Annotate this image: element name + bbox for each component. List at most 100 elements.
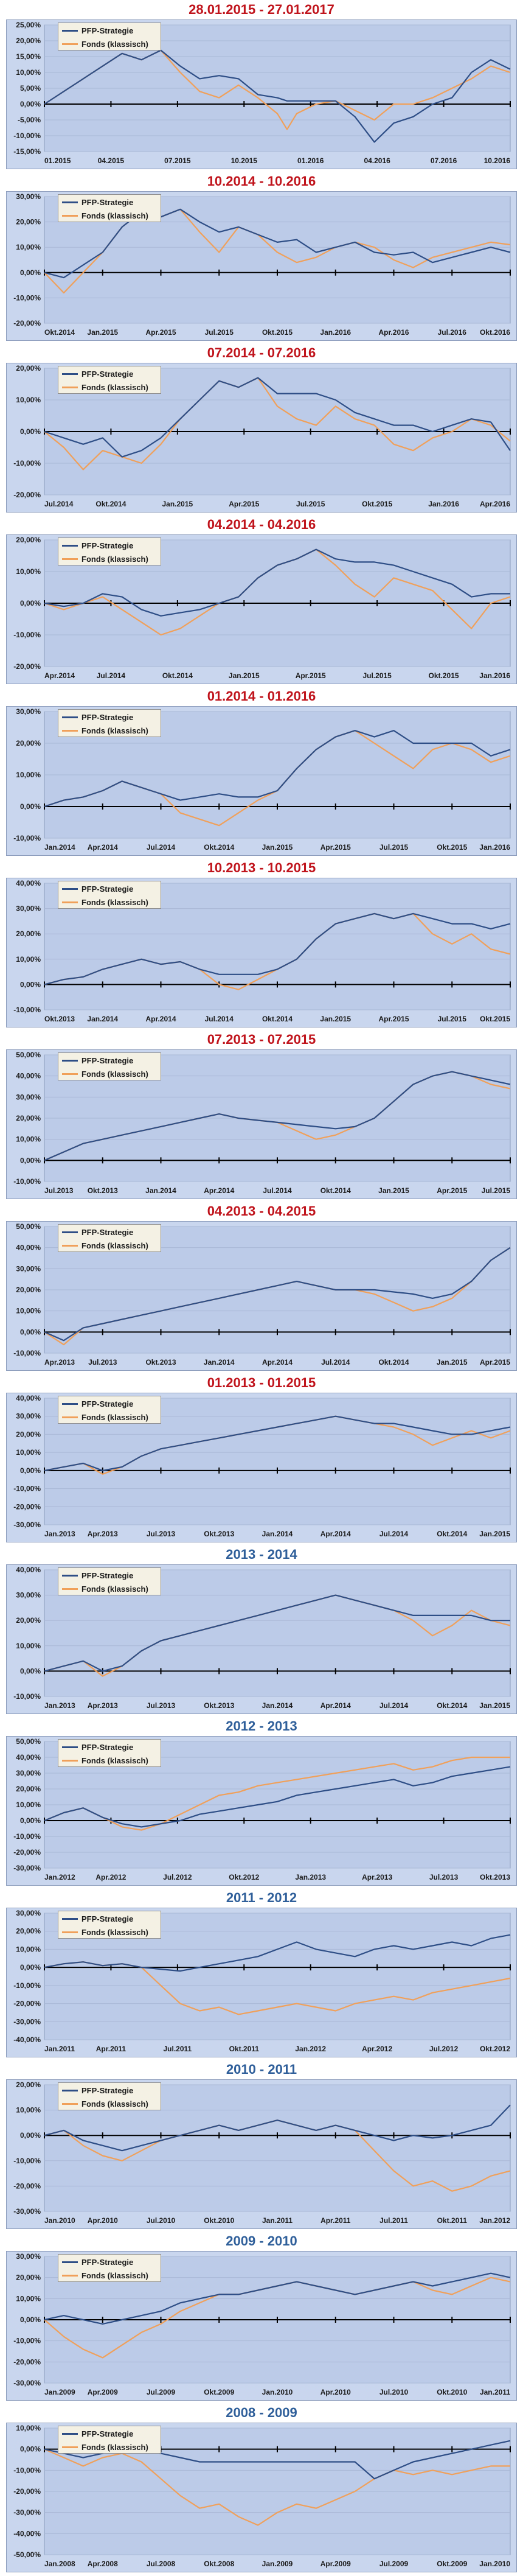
- legend-label: PFP-Strategie: [81, 1570, 134, 1580]
- legend-swatch: [62, 2089, 78, 2091]
- x-tick-label: Apr.2014: [262, 1358, 293, 1367]
- strategy-series-line: [44, 548, 510, 617]
- y-tick-label: -40,00%: [13, 2035, 41, 2044]
- x-tick-label: 10.2015: [231, 156, 258, 165]
- y-tick-label: 0,00%: [20, 2445, 41, 2454]
- y-tick-label: 10,00%: [16, 1801, 41, 1809]
- y-tick-label: 0,00%: [20, 1963, 41, 1972]
- y-tick-label: -50,00%: [13, 2550, 41, 2559]
- legend-label: PFP-Strategie: [81, 1742, 134, 1752]
- y-tick-label: 30,00%: [16, 1591, 41, 1600]
- chart-title: 01.2013 - 01.2015: [207, 1375, 316, 1390]
- legend-item-fund: Fonds (klassisch): [62, 553, 148, 565]
- chart-frame: 10,00% 0,00% -10,00% -20,00% -30,00% -40,00% -…: [6, 2423, 517, 2572]
- legend-swatch: [62, 729, 78, 732]
- x-tick-label: Okt.2009: [437, 2560, 467, 2568]
- legend-item-fund: Fonds (klassisch): [62, 724, 148, 737]
- x-tick-label: 01.2015: [44, 156, 71, 165]
- y-tick-label: -10,00%: [13, 293, 41, 302]
- x-tick-label: Apr.2014: [320, 1530, 351, 1538]
- chart-panel: 2011 - 2012 30,00% 20,00% 10,00% 0,00% -10,00…: [0, 1888, 523, 2060]
- y-tick-label: -20,00%: [13, 2487, 41, 2496]
- x-tick-label: Jan.2008: [44, 2560, 75, 2568]
- x-tick-label: Jan.2016: [320, 328, 351, 337]
- x-tick-label: 07.2016: [431, 156, 457, 165]
- chart-svg: 25,00% 20,00% 15,00% 10,00% 5,00% 0,00% -5,00%…: [13, 21, 511, 165]
- chart-frame: 30,00% 20,00% 10,00% 0,00% -10,00% Jan.2014 Ap…: [6, 706, 517, 856]
- x-tick-label: Jan.2011: [480, 2388, 510, 2396]
- x-tick-label: Jan.2013: [44, 1530, 75, 1538]
- y-tick-label: 20,00%: [16, 1616, 41, 1625]
- x-tick-label: Jul.2015: [482, 1186, 511, 1195]
- chart-frame: 25,00% 20,00% 15,00% 10,00% 5,00% 0,00% -5,00%…: [6, 19, 517, 169]
- x-tick-label: Apr.2012: [95, 1873, 126, 1881]
- y-tick-label: 30,00%: [16, 1769, 41, 1777]
- x-tick-label: Okt.2015: [480, 1015, 510, 1023]
- y-tick-label: 20,00%: [16, 929, 41, 938]
- legend: PFP-Strategie Fonds (klassisch): [58, 1396, 161, 1424]
- x-tick-label: Apr.2010: [88, 2216, 118, 2225]
- x-tick-label: Jan.2015: [87, 328, 118, 337]
- y-tick-label: -10,00%: [13, 834, 41, 842]
- chart-frame: 40,00% 30,00% 20,00% 10,00% 0,00% -10,00% -20,…: [6, 1393, 517, 1542]
- y-tick-label: 0,00%: [20, 2315, 41, 2324]
- chart-title: 10.2014 - 10.2016: [207, 173, 316, 189]
- y-tick-label: -30,00%: [13, 2207, 41, 2216]
- x-tick-label: Jan.2012: [479, 2216, 510, 2225]
- x-tick-label: Jul.2014: [205, 1015, 234, 1023]
- chart-svg: 50,00% 40,00% 30,00% 20,00% 10,00% 0,00% -10,0…: [13, 1051, 511, 1195]
- chart-panel: 2012 - 2013 50,00% 40,00% 30,00% 20,00% 10,00…: [0, 1717, 523, 1888]
- x-tick-label: Jan.2015: [162, 500, 193, 508]
- legend-swatch: [62, 2274, 78, 2277]
- x-tick-label: 07.2015: [164, 156, 191, 165]
- y-tick-label: -10,00%: [13, 1006, 41, 1014]
- x-tick-label: Jan.2014: [87, 1015, 118, 1023]
- x-tick-label: Jul.2009: [147, 2388, 176, 2396]
- y-tick-label: 50,00%: [16, 1737, 41, 1746]
- legend-item-fund: Fonds (klassisch): [62, 2269, 148, 2281]
- x-tick-label: Jul.2011: [163, 2045, 192, 2053]
- chart-frame: 30,00% 20,00% 10,00% 0,00% -10,00% -20,00% Okt…: [6, 191, 517, 341]
- chart-title: 2010 - 2011: [226, 2062, 297, 2077]
- legend-item-strategy: PFP-Strategie: [62, 1226, 133, 1238]
- strategy-series-line: [44, 1766, 511, 1828]
- legend-label: Fonds (klassisch): [81, 2270, 148, 2280]
- y-tick-label: 25,00%: [16, 21, 41, 29]
- x-tick-label: 04.2015: [98, 156, 125, 165]
- x-tick-label: Apr.2015: [378, 1015, 409, 1023]
- chart-panel: 2013 - 2014 40,00% 30,00% 20,00% 10,00% 0,00%…: [0, 1545, 523, 1717]
- y-tick-label: 0,00%: [20, 599, 41, 607]
- chart-panel: 2008 - 2009 10,00% 0,00% -10,00% -20,00% -30,…: [0, 2403, 523, 2575]
- legend-item-fund: Fonds (klassisch): [62, 209, 148, 222]
- legend: PFP-Strategie Fonds (klassisch): [58, 537, 161, 565]
- chart-title: 2009 - 2010: [226, 2233, 297, 2249]
- legend-item-strategy: PFP-Strategie: [62, 539, 133, 551]
- x-tick-label: Okt.2014: [437, 1701, 467, 1710]
- x-tick-label: Jan.2015: [262, 843, 293, 852]
- x-tick-label: Apr.2013: [88, 1530, 118, 1538]
- chart-frame: 40,00% 30,00% 20,00% 10,00% 0,00% -10,00% Jan.…: [6, 1564, 517, 1714]
- x-tick-label: Okt.2011: [437, 2216, 468, 2225]
- x-tick-label: Apr.2015: [145, 328, 176, 337]
- legend-swatch: [62, 1231, 78, 1233]
- y-tick-label: -30,00%: [13, 2017, 41, 2026]
- x-tick-label: Okt.2014: [162, 671, 193, 680]
- legend-label: Fonds (klassisch): [81, 1069, 148, 1079]
- x-tick-label: Jan.2009: [262, 2560, 293, 2568]
- legend-label: Fonds (klassisch): [81, 2442, 148, 2452]
- x-tick-label: Okt.2015: [429, 671, 459, 680]
- y-tick-label: 20,00%: [16, 739, 41, 747]
- y-tick-label: -20,00%: [13, 319, 41, 327]
- x-tick-label: 10.2016: [484, 156, 511, 165]
- x-tick-label: Jan.2010: [44, 2216, 75, 2225]
- legend-swatch: [62, 373, 78, 375]
- x-tick-label: Jul.2015: [362, 671, 392, 680]
- y-tick-label: -20,00%: [13, 2000, 41, 2008]
- legend-label: PFP-Strategie: [81, 1227, 134, 1237]
- legend-label: Fonds (klassisch): [81, 2099, 148, 2109]
- strategy-series-line: [44, 912, 511, 985]
- legend-swatch: [62, 1244, 78, 1247]
- y-tick-label: -20,00%: [13, 1502, 41, 1511]
- x-tick-label: Apr.2015: [437, 1186, 467, 1195]
